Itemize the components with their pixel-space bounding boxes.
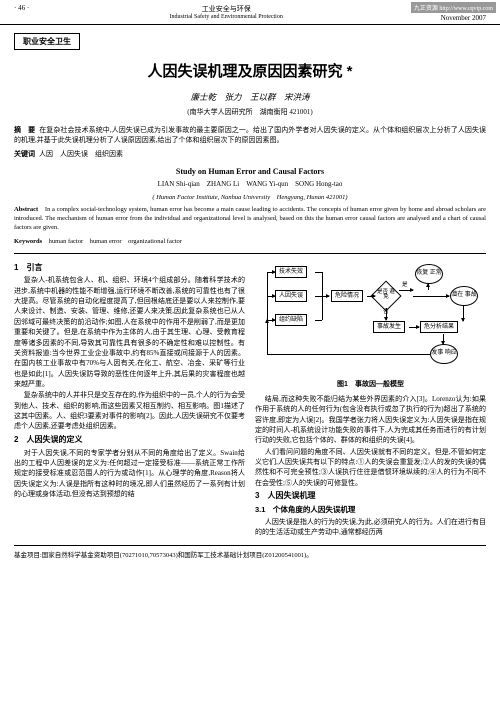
label-yes: 是 [402, 281, 408, 289]
issue-en: November 2007 [423, 14, 486, 22]
keywords-en-label: Keywords [14, 238, 42, 245]
section-2-heading: 2 人因失误的定义 [14, 434, 245, 446]
abstract-cn-text: 在复杂社会技术系统中,人因失误已成为引发事故的最主要原因之一。给出了国内外学者对… [14, 126, 486, 144]
arrow-nearmiss-down [463, 306, 464, 321]
node-is-avoid-label: 是否 避免 [375, 290, 397, 301]
journal-title: 工业安全与环保 Industrial Safety and Environmen… [170, 4, 283, 22]
section-1-heading: 1 引言 [14, 262, 245, 274]
figure-1-diagram: 技术失效 人因失误 组约缺陷 危险情况 是否 避免 是 否 恢复 正常 潜在 事… [255, 266, 486, 376]
left-column: 1 引言 复杂人-机系统包含人、机、组织、环境4个组成部分。随着科学技术的进步,… [14, 260, 245, 539]
para-r-2: 人们看问问题的角度不同、人因失误就有不同的定义。但是,不管如何定义它们,人因失误… [255, 447, 486, 488]
journal-title-cn: 工业安全与环保 [170, 4, 283, 14]
section-3-heading: 3 人因失误机理 [255, 490, 486, 502]
para-1-1: 复杂人-机系统包含人、机、组织、环境4个组成部分。随着科学技术的进步,系统中机器… [14, 275, 245, 389]
page-number: · 46 · [14, 4, 29, 22]
abstract-en-label: Abstract [14, 206, 38, 213]
node-dangerous: 危险情况 [331, 290, 363, 303]
node-response: 发事 响应 [430, 344, 458, 364]
en-affiliation: ( Human Factor Institute, Nanhua Univers… [0, 191, 500, 201]
para-r-1: 结局,而这种失败不能归结为某些外界因素的介入[3]。Lorenzo认为:如果作用… [255, 394, 486, 446]
node-accident: 事故发生 [373, 321, 405, 334]
line-feedback-horiz [267, 354, 430, 355]
arrow-danger-avoid [367, 296, 375, 297]
para-r-3: 人因失误是指人的行为的失误,为此,必须研究人的行为。人们在进行有目的的生活活动或… [255, 517, 486, 538]
node-near-miss: 潜在 事故 [450, 286, 478, 306]
arrow-to-tech [267, 272, 275, 273]
arrow-avoid-yes [399, 290, 413, 291]
node-anal-res: 危分析结果 [420, 321, 458, 334]
section-3-1-heading: 3.1 个体角度的人因失误机理 [255, 504, 486, 515]
en-authors: LIAN Shi-qian ZHANG Li WANG Yi-qun SONG … [0, 179, 500, 189]
authors: 廉士乾 张力 王以群 宋洪涛 [0, 91, 500, 103]
category-badge: 职业安全卫生 [14, 33, 80, 50]
abstract-en: Abstract In a complex social-technology … [0, 205, 500, 232]
abstract-cn: 摘 要在复杂社会技术系统中,人因失误已成为引发事故的最主要原因之一。给出了国内外… [0, 125, 500, 145]
keywords-cn: 关键词人因 人因失误 组织因素 [0, 149, 500, 159]
figure-1-caption: 图1 事故因—般模型 [255, 380, 486, 390]
arrow-anal-resp [443, 334, 444, 344]
section-divider [14, 253, 486, 254]
en-title: Study on Human Error and Causal Factors [0, 167, 500, 176]
abstract-en-text: In a complex social-technology system, h… [14, 206, 486, 231]
arrow-to-nearmiss [413, 296, 449, 297]
para-2-1: 对于人因失误,不同的专家学者分别从不同的角度给出了定义。Swain给出的工程中人… [14, 448, 245, 500]
node-org-defeat: 组约缺陷 [275, 314, 307, 327]
two-column-body: 1 引言 复杂人-机系统包含人、机、组织、环境4个组成部分。随着科学技术的进步,… [0, 260, 500, 539]
line-mid-vert [322, 272, 323, 320]
keywords-cn-text: 人因 人因失误 组织因素 [39, 150, 123, 158]
node-tech-fail: 技术失效 [275, 266, 307, 279]
para-1-2: 复杂系统中的人并非只是交互存在的,作为组织中的一员,个人的行为会受到他人、技术、… [14, 390, 245, 431]
journal-title-en: Industrial Safety and Environmental Prot… [170, 14, 283, 20]
node-human-err: 人因失误 [275, 290, 307, 303]
arrow-accident-anal [409, 327, 419, 328]
watermark: 九正资源 http://www.cqvip.com [411, 2, 496, 13]
affiliation: (南华大学人因研究所 湖南衡阳 421001) [0, 107, 500, 117]
node-recover: 恢复 正常 [415, 264, 443, 284]
arrow-avoid-no [386, 308, 387, 320]
footer-funding: 基金项目:国家自然科学基金资助项目(70271010,70573043)和国防军… [0, 546, 500, 562]
line-tech-out [315, 272, 322, 273]
keywords-cn-label: 关键词 [14, 150, 35, 158]
line-org-out [315, 320, 322, 321]
right-column: 技术失效 人因失误 组约缺陷 危险情况 是否 避免 是 否 恢复 正常 潜在 事… [255, 260, 486, 539]
paper-title: 人因失误机理及原因因素研究 * [0, 60, 500, 81]
arrow-feedback-up [267, 320, 268, 354]
arrow-to-recover [428, 284, 429, 290]
keywords-en: Keywords human factor human error organi… [0, 235, 500, 245]
abstract-cn-label: 摘 要 [14, 126, 35, 134]
keywords-en-text: human factor human error organizational … [49, 238, 182, 245]
arrow-to-human [267, 296, 275, 297]
